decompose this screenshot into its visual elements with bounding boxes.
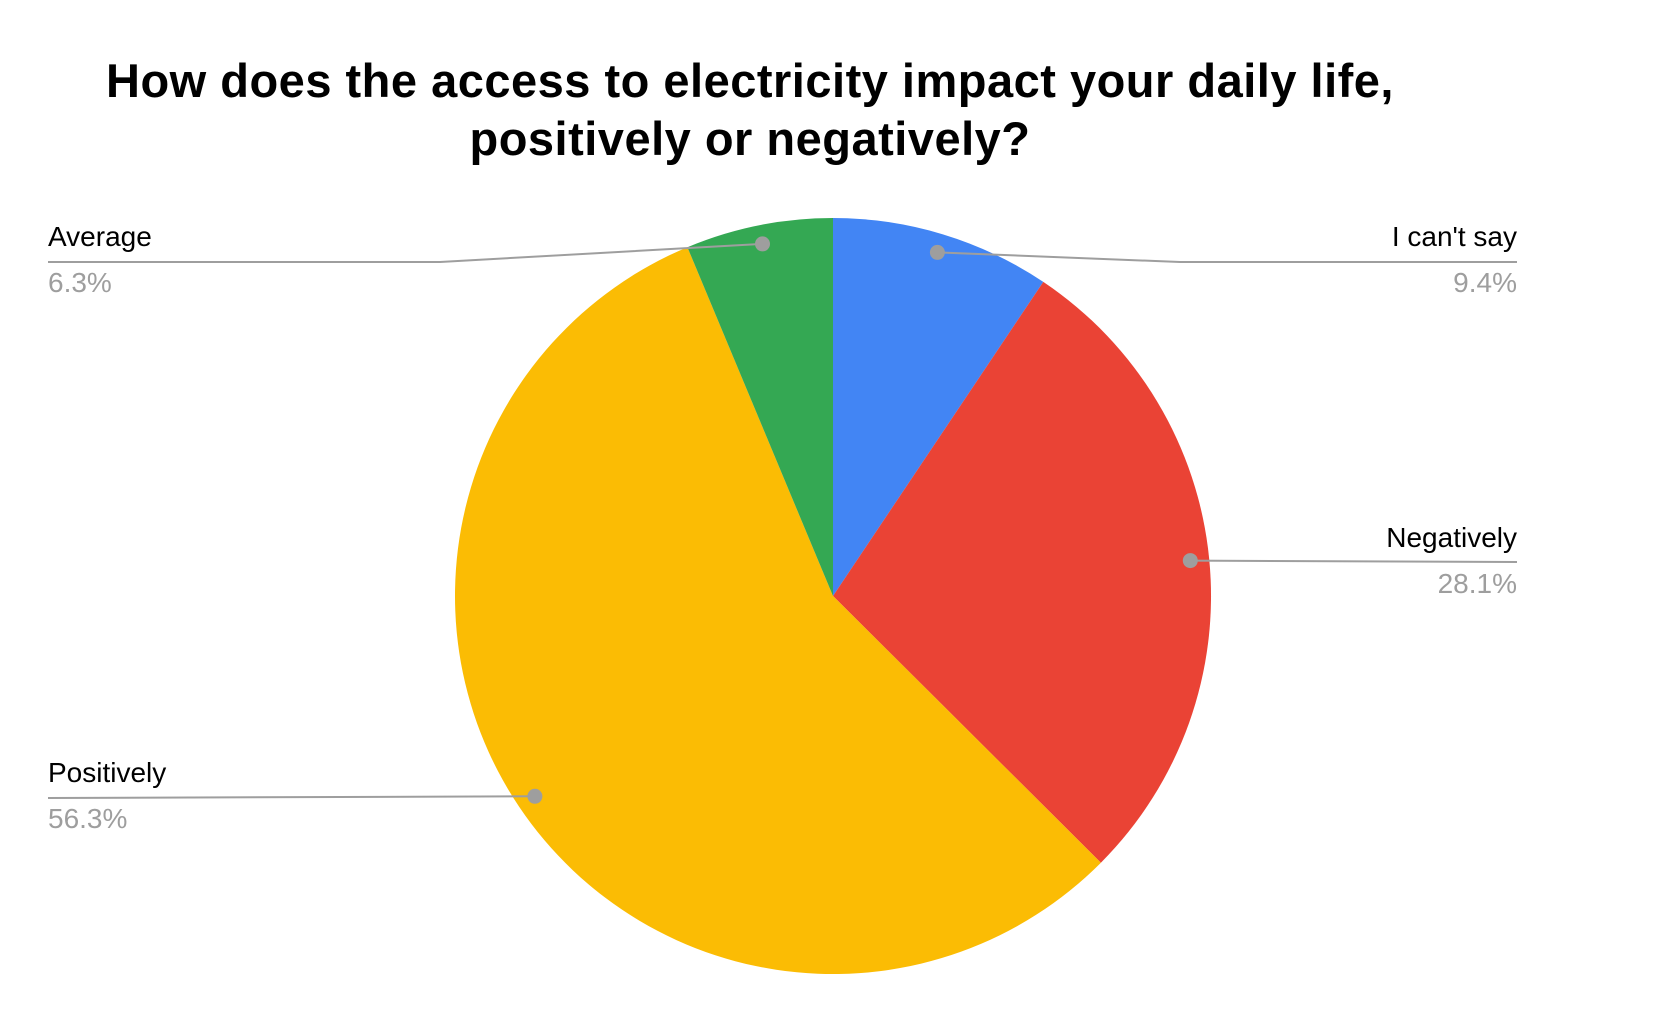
leader-line-positively: [47, 795, 535, 799]
leader-dot-positively: [527, 788, 543, 804]
leader-line-average: [48, 242, 763, 263]
chart-title-line-2: positively or negatively?: [469, 112, 1031, 165]
leader-line-negatively: [1190, 559, 1518, 563]
leader-dot-i-can-t-say: [929, 244, 945, 260]
slice-label-i-cant-say: I can't say: [1391, 221, 1517, 252]
slice-percent-i-cant-say: 9.4%: [1453, 267, 1517, 298]
slice-percent-positively: 56.3%: [48, 803, 128, 834]
slice-percent-average: 6.3%: [48, 267, 112, 298]
slice-label-average: Average: [48, 221, 152, 252]
leader-line-i-can-t-say: [937, 251, 1517, 263]
callout-i-cant-say: I can't say 9.4%: [1392, 221, 1517, 298]
leader-dot-negatively: [1182, 553, 1198, 569]
slice-label-negatively: Negatively: [1386, 522, 1517, 553]
callout-negatively: Negatively 28.1%: [1386, 522, 1517, 599]
slice-percent-negatively: 28.1%: [1437, 568, 1517, 599]
pie-slice-negatively[interactable]: [833, 281, 1212, 863]
callout-average: Average 6.3%: [48, 221, 152, 298]
chart-title: How does the access to electricity impac…: [0, 52, 1500, 168]
pie-slice-i-can-t-say[interactable]: [833, 218, 1044, 596]
pie-slice-average[interactable]: [687, 218, 833, 596]
slice-label-positively: Positively: [48, 757, 167, 788]
leader-dot-average: [755, 236, 770, 252]
callout-positively: Positively 56.3%: [48, 757, 166, 834]
pie-slice-positively[interactable]: [454, 247, 1101, 975]
chart-title-line-1: How does the access to electricity impac…: [106, 54, 1394, 107]
